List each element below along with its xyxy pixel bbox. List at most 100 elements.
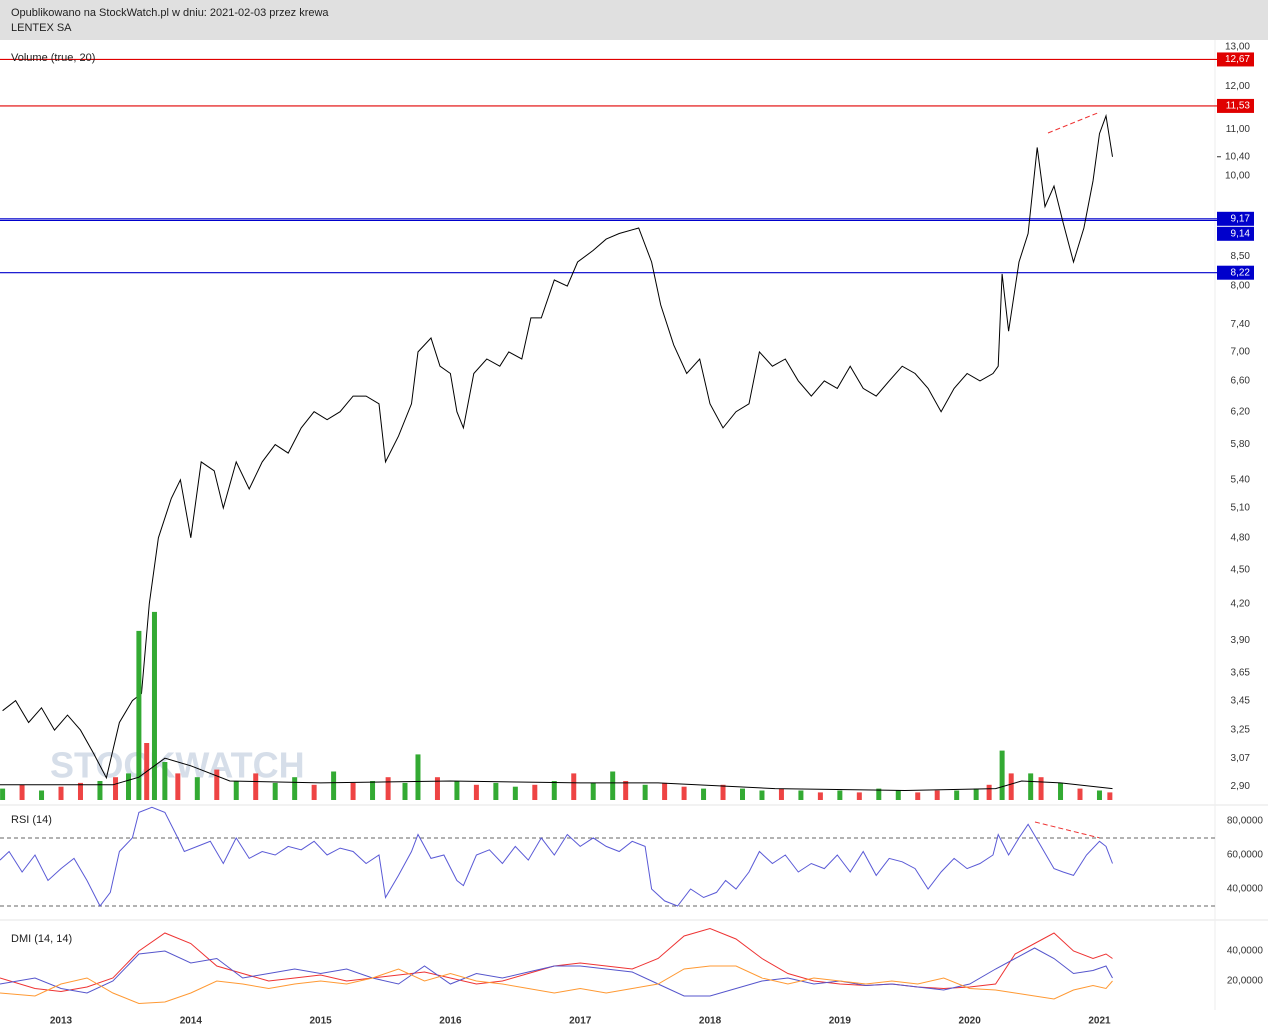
volume-bar	[876, 788, 882, 800]
volume-bar	[1008, 773, 1014, 800]
volume-bar	[1096, 790, 1102, 800]
x-tick-label: 2014	[180, 1016, 203, 1027]
volume-bar	[493, 782, 499, 800]
volume-bar	[973, 788, 979, 800]
x-tick-label: 2015	[310, 1016, 333, 1027]
volume-bar	[113, 777, 119, 800]
y-tick-label: 2,90	[1231, 781, 1251, 792]
volume-bar	[986, 784, 992, 800]
volume-bar	[350, 782, 356, 800]
y-tick-label: 8,50	[1231, 251, 1251, 262]
header-published: Opublikowano na StockWatch.pl w dniu: 20…	[11, 7, 329, 19]
y-tick-label: 12,00	[1225, 81, 1250, 92]
volume-bar	[532, 784, 538, 800]
volume-bar	[798, 790, 804, 800]
volume-bar	[370, 781, 376, 800]
volume-bar	[126, 773, 132, 800]
volume-bar	[915, 792, 921, 800]
volume-bar	[272, 782, 278, 800]
level-box	[1217, 265, 1254, 280]
level-box	[1217, 52, 1254, 67]
header-band	[0, 0, 1268, 40]
volume-bar	[58, 786, 64, 800]
level-box	[1217, 211, 1254, 226]
volume-ma-line	[0, 757, 1113, 792]
y-tick-label: 3,07	[1231, 753, 1251, 764]
level-label: 12,67	[1225, 54, 1250, 65]
y-tick-label: 40,0000	[1227, 884, 1264, 895]
volume-bar	[77, 782, 83, 800]
y-tick-label: 3,65	[1231, 667, 1251, 678]
divergence-line	[1047, 111, 1101, 134]
x-tick-label: 2018	[699, 1016, 722, 1027]
volume-bar	[642, 784, 648, 800]
volume-bar	[385, 777, 391, 800]
divergence-line	[1034, 821, 1101, 839]
volume-bar	[415, 754, 421, 800]
volume-bar	[253, 773, 259, 800]
volume-bar	[571, 773, 577, 800]
y-tick-label: 20,0000	[1227, 976, 1264, 987]
y-tick-label: 3,25	[1231, 725, 1251, 736]
y-tick-label: 3,45	[1231, 695, 1251, 706]
volume-bar	[233, 781, 239, 800]
y-tick-label: 5,80	[1231, 439, 1251, 450]
volume-bar	[39, 790, 45, 800]
y-tick-label: 7,00	[1231, 347, 1251, 358]
volume-bar	[214, 769, 220, 800]
series-line	[2, 113, 1113, 780]
series-line	[0, 806, 1113, 907]
volume-bar	[331, 771, 337, 800]
y-tick-label: 4,80	[1231, 532, 1251, 543]
y-tick-label: 5,10	[1231, 503, 1251, 514]
volume-bar	[512, 786, 518, 800]
panel-title: Volume (true, 20)	[11, 52, 95, 64]
series-line	[0, 965, 1113, 1005]
level-label: 8,22	[1231, 267, 1251, 278]
volume-bar	[999, 750, 1005, 800]
y-tick-label: 3,90	[1231, 635, 1251, 646]
y-tick-label: 7,40	[1231, 319, 1251, 330]
volume-bar	[1038, 777, 1044, 800]
y-tick-label: 4,20	[1231, 598, 1251, 609]
volume-bar	[662, 782, 668, 800]
volume-bar	[136, 630, 142, 800]
volume-bar	[701, 788, 707, 800]
volume-bar	[292, 777, 298, 800]
volume-bar	[934, 790, 940, 800]
panel-title: RSI (14)	[11, 814, 52, 826]
x-tick-label: 2013	[50, 1016, 73, 1027]
last-price-label: 10,40	[1225, 151, 1250, 162]
volume-bar	[19, 784, 25, 800]
volume-bar	[473, 784, 479, 800]
y-tick-label: 5,40	[1231, 474, 1251, 485]
x-tick-label: 2016	[439, 1016, 462, 1027]
level-box	[1217, 98, 1254, 113]
volume-bar	[1028, 773, 1034, 800]
y-tick-label: 6,20	[1231, 406, 1251, 417]
volume-bar	[151, 611, 157, 800]
y-tick-label: 13,00	[1225, 41, 1250, 52]
volume-bar	[778, 788, 784, 800]
volume-bar	[590, 782, 596, 800]
y-tick-label: 11,00	[1226, 124, 1251, 135]
volume-bar	[1058, 782, 1064, 800]
x-tick-label: 2020	[959, 1016, 982, 1027]
x-tick-label: 2021	[1088, 1016, 1111, 1027]
y-tick-label: 8,00	[1231, 281, 1251, 292]
volume-bar	[551, 781, 557, 800]
y-tick-label: 4,50	[1231, 564, 1251, 575]
volume-bar	[1077, 788, 1083, 800]
panel-title: DMI (14, 14)	[11, 933, 72, 945]
level-box	[1217, 226, 1254, 241]
volume-bar	[740, 788, 745, 800]
volume-bar	[837, 790, 843, 800]
volume-bar	[856, 792, 862, 800]
volume-bar	[0, 788, 6, 800]
volume-bar	[97, 781, 103, 800]
volume-bar	[1107, 792, 1113, 800]
y-tick-label: 60,0000	[1227, 850, 1264, 861]
y-tick-label: 10,00	[1225, 171, 1250, 182]
y-tick-label: 6,60	[1231, 376, 1251, 387]
